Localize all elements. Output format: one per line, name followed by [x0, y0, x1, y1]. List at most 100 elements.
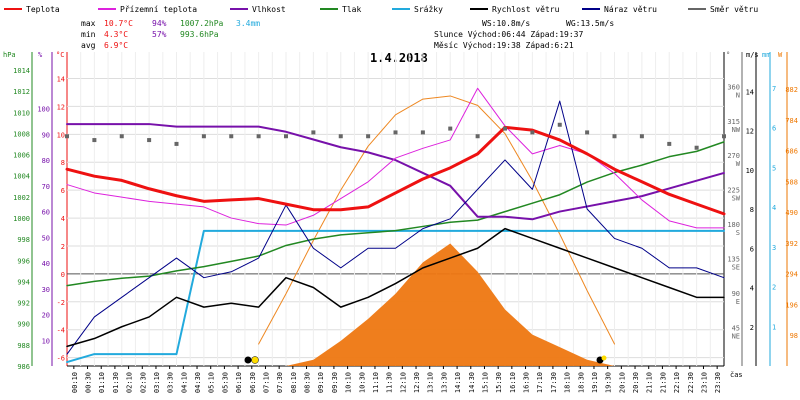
time-tick-label: 22:30 [687, 372, 695, 393]
unit-ms: m/s [746, 51, 759, 59]
time-tick-label: 23:10 [700, 372, 708, 393]
time-tick-label: 06:10 [235, 372, 243, 393]
series-teplota [65, 125, 726, 216]
legend-item-srazky: Srážky [392, 5, 443, 14]
stat-min-press: 993.6hPa [180, 30, 219, 39]
w-tick-label: 294 [785, 271, 798, 279]
time-tick-label: 17:30 [550, 372, 558, 393]
unit-mm: mm [762, 51, 770, 59]
time-tick-label: 19:30 [605, 372, 613, 393]
ms-tick-label: 14 [746, 88, 754, 96]
w-tick-label: 490 [785, 209, 798, 217]
time-tick-label: 15:30 [495, 372, 503, 393]
time-tick-label: 19:10 [591, 372, 599, 393]
legend-label: Srážky [414, 5, 443, 14]
time-tick-label: 07:10 [262, 372, 270, 393]
ms-tick-label: 10 [746, 167, 754, 175]
sun-icon [251, 356, 259, 364]
unit-pct: % [38, 51, 43, 59]
unit-temp: °C [56, 51, 64, 59]
series-solar-radiation-area [67, 243, 724, 366]
unit-time: čas [730, 371, 743, 379]
temp-tick-label: 8 [61, 159, 65, 167]
unit-hpa: hPa [3, 51, 16, 59]
temp-tick-label: 12 [57, 103, 65, 111]
series-layer [65, 87, 726, 366]
sunset-marker [596, 355, 607, 364]
hpa-tick-label: 1006 [13, 152, 30, 160]
axis-ticks: 1014101210101008100610041002100099899699… [13, 67, 798, 393]
pct-tick-label: 10 [42, 337, 50, 345]
w-tick-label: 882 [785, 86, 798, 94]
series-smer-vetru-point [119, 134, 124, 139]
time-tick-label: 10:10 [345, 372, 353, 393]
time-tick-label: 13:30 [440, 372, 448, 393]
hpa-tick-label: 990 [17, 321, 30, 329]
time-tick-label: 11:30 [386, 372, 394, 393]
series-smer-vetru-point [667, 141, 672, 146]
hpa-tick-label: 1014 [13, 67, 30, 75]
mm-tick-label: 3 [772, 244, 776, 252]
hpa-tick-label: 1008 [13, 130, 30, 138]
hpa-tick-label: 994 [17, 278, 30, 286]
time-tick-label: 16:10 [509, 372, 517, 393]
deg-tick-label: 225 [727, 187, 740, 195]
series-smer-vetru-point [585, 130, 590, 135]
stat-min-temp: 4.3°C [104, 30, 128, 39]
temp-tick-label: 2 [61, 243, 65, 251]
legend: Teplota Přízemní teplota Vlhkost Tlak Sr… [4, 5, 758, 14]
moon-icon [244, 356, 252, 364]
series-tlak [66, 141, 725, 287]
pct-tick-label: 100 [37, 106, 50, 114]
pct-tick-label: 90 [42, 131, 50, 139]
stat-min-hum: 57% [152, 30, 167, 39]
series-vlhkost [66, 123, 725, 221]
temp-tick-label: 0 [61, 271, 65, 279]
w-tick-label: 784 [785, 117, 798, 125]
series-smer-vetru-point [612, 134, 617, 139]
deg-direction-label: N [736, 91, 740, 99]
temp-tick-label: 10 [57, 131, 65, 139]
series-smer-vetru-point [256, 134, 261, 139]
stat-avg-temp: 6.9°C [104, 41, 128, 50]
hpa-tick-label: 1010 [13, 109, 30, 117]
temp-tick-label: 14 [57, 76, 65, 84]
temp-tick-label: 6 [61, 187, 65, 195]
stat-max-hum: 94% [152, 19, 167, 28]
time-tick-label: 18:10 [564, 372, 572, 393]
time-tick-label: 08:10 [290, 372, 298, 393]
time-tick-label: 05:10 [208, 372, 216, 393]
mm-tick-label: 2 [772, 284, 776, 292]
axis-unit-headers: hPa % °C ° m/s mm W čas [3, 51, 783, 379]
time-tick-label: 08:30 [304, 372, 312, 393]
unit-deg: ° [726, 51, 730, 59]
deg-direction-label: NW [732, 126, 741, 134]
legend-label: Tlak [342, 5, 361, 14]
series-smer-vetru-point [503, 126, 507, 131]
time-tick-label: 21:30 [659, 372, 667, 393]
time-tick-label: 02:30 [139, 372, 147, 393]
legend-item-vlhkost: Vlhkost [230, 5, 286, 14]
ms-tick-label: 4 [750, 285, 754, 293]
stat-max-temp: 10.7°C [104, 19, 133, 28]
series-prizemni-teplota [66, 87, 725, 229]
mm-tick-label: 7 [772, 85, 776, 93]
pct-tick-label: 40 [42, 260, 50, 268]
legend-label: Teplota [26, 5, 60, 14]
series-sun-elevation [258, 95, 615, 345]
hpa-tick-label: 986 [17, 363, 30, 371]
series-smer-vetru-point [147, 138, 152, 143]
time-tick-label: 02:10 [126, 372, 134, 393]
deg-tick-label: 180 [727, 221, 740, 229]
time-tick-label: 01:30 [112, 372, 120, 393]
series-smer-vetru-point [448, 126, 453, 131]
time-tick-label: 00:30 [85, 372, 93, 393]
legend-label: Vlhkost [252, 5, 286, 14]
legend-label: Rychlost větru [492, 5, 560, 14]
time-tick-label: 00:10 [71, 372, 79, 393]
time-tick-label: 22:10 [673, 372, 681, 393]
unit-w: W [778, 51, 783, 59]
legend-label: Směr větru [710, 5, 758, 14]
time-tick-label: 10:30 [358, 372, 366, 393]
w-tick-label: 98 [790, 332, 798, 340]
